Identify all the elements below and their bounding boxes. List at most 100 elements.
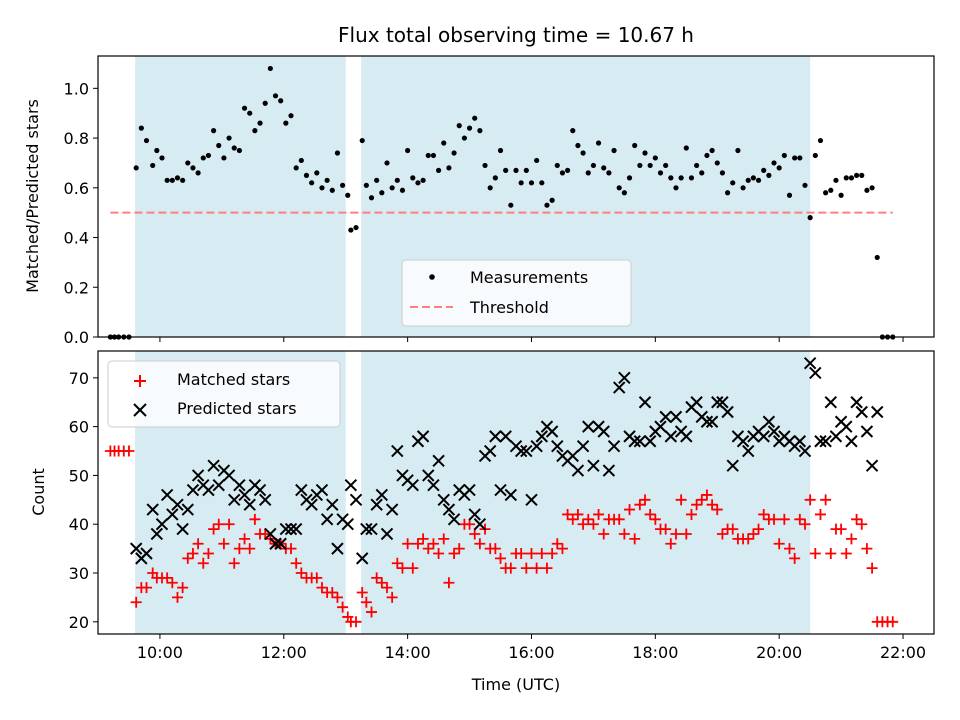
predicted-star-point: [700, 415, 714, 428]
predicted-star-point: [690, 396, 703, 409]
matched-star-point: [208, 523, 220, 535]
predicted-star-point: [597, 425, 610, 438]
matched-star-point: [577, 518, 589, 530]
matched-star-point: [680, 528, 692, 540]
matched-star-point: [572, 508, 584, 520]
bottom-panel: 20 30 40 50 60 70 10:00 12:00 14:00 16:00 18:00 20…: [29, 350, 935, 694]
legend-matched-label: Matched stars: [177, 370, 290, 389]
measurement-point: [843, 175, 849, 181]
predicted-star-point: [613, 381, 626, 394]
matched-star-point: [861, 543, 873, 555]
matched-star-point: [536, 547, 548, 559]
y-tick-label: 50: [69, 466, 89, 485]
predicted-star-point: [504, 488, 518, 502]
measurement-point: [348, 227, 354, 233]
matched-star-point: [311, 572, 323, 584]
measurement-point: [699, 170, 705, 176]
top-shaded-intervals: [135, 56, 811, 337]
predicted-star-point: [243, 498, 256, 511]
matched-star-point: [171, 591, 183, 603]
predicted-star-point: [191, 469, 205, 482]
measurement-point: [169, 177, 175, 183]
measurement-point: [195, 170, 201, 176]
predicted-star-point: [824, 396, 837, 409]
measurement-point: [719, 170, 726, 176]
top-y-axis-title: Matched/Predicted stars: [23, 99, 42, 293]
legend-threshold-label: Threshold: [469, 298, 549, 317]
predicted-star-point: [726, 459, 739, 472]
measurement-point: [487, 185, 493, 191]
predicted-star-point: [566, 449, 579, 463]
matched-star-point: [551, 538, 563, 550]
measurement-point: [231, 145, 237, 151]
measurement-point: [298, 157, 304, 164]
predicted-star-point: [140, 547, 153, 560]
y-tick-label: 0.4: [64, 229, 89, 248]
predicted-star-point: [238, 488, 251, 502]
matched-star-point: [778, 513, 790, 525]
predicted-star-point: [129, 542, 143, 555]
predicted-star-point: [375, 488, 389, 502]
x-tick-label: 10:00: [137, 643, 183, 662]
matched-star-point: [360, 596, 372, 608]
measurement-point: [430, 152, 437, 159]
matched-star-point: [804, 494, 816, 506]
predicted-star-point: [520, 444, 533, 458]
matched-star-point: [412, 538, 424, 550]
shaded-interval-1-1: [135, 56, 346, 337]
matched-star-point: [505, 562, 517, 574]
matched-star-point: [407, 562, 419, 574]
shaded-interval-2-2: [361, 351, 811, 634]
legend-measurements-label: Measurements: [470, 268, 588, 287]
measurement-point: [410, 175, 416, 181]
predicted-star-point: [483, 444, 497, 458]
matched-star-point: [371, 572, 383, 584]
measurement-point: [761, 167, 767, 173]
matched-star-point: [285, 543, 297, 555]
measurement-point: [518, 180, 524, 186]
matched-star-point: [166, 577, 178, 589]
matched-star-point: [350, 616, 362, 628]
predicted-star-point: [535, 430, 549, 443]
matched-star-point: [386, 591, 398, 603]
measurement-point: [523, 167, 529, 173]
predicted-star-point: [385, 503, 399, 516]
measurement-point: [704, 152, 710, 159]
measurement-point: [314, 170, 320, 176]
predicted-star-point: [587, 459, 600, 472]
measurement-point: [657, 170, 664, 176]
measurement-point: [750, 175, 756, 181]
bottom-y-axis-title: Count: [29, 468, 48, 516]
bottom-y-ticks: 20 30 40 50 60 70: [69, 369, 98, 632]
measurement-point: [812, 152, 818, 159]
predicted-star-point: [602, 464, 616, 477]
measurement-point: [575, 142, 581, 149]
matched-star-point: [290, 557, 302, 569]
predicted-star-point: [380, 527, 394, 541]
measurement-point: [247, 110, 253, 116]
predicted-star-point: [305, 498, 318, 511]
x-tick-label: 20:00: [756, 643, 802, 662]
measurement-point: [817, 137, 824, 144]
matched-star-point: [515, 547, 527, 559]
predicted-star-point: [370, 498, 383, 511]
matched-star-point: [366, 606, 378, 618]
measurement-point: [559, 170, 566, 176]
matched-star-point: [187, 547, 199, 559]
matched-star-point: [161, 572, 173, 584]
measurement-point: [807, 215, 813, 221]
chart-title: Flux total observing time = 10.67 h: [338, 23, 694, 47]
legend-measurements-marker: [429, 274, 435, 280]
predicted-star-point: [819, 435, 832, 448]
matched-star-point: [259, 528, 271, 540]
predicted-star-point: [331, 542, 344, 555]
top-legend: Measurements Threshold: [401, 259, 632, 327]
matched-star-point: [866, 562, 878, 574]
measurement-point: [745, 177, 751, 183]
matched-star-point: [223, 518, 235, 530]
measurement-point: [528, 180, 535, 186]
measurement-point: [143, 137, 150, 144]
matched-star-point: [396, 562, 408, 574]
measurement-point: [503, 167, 509, 173]
matched-star-point: [835, 523, 847, 535]
